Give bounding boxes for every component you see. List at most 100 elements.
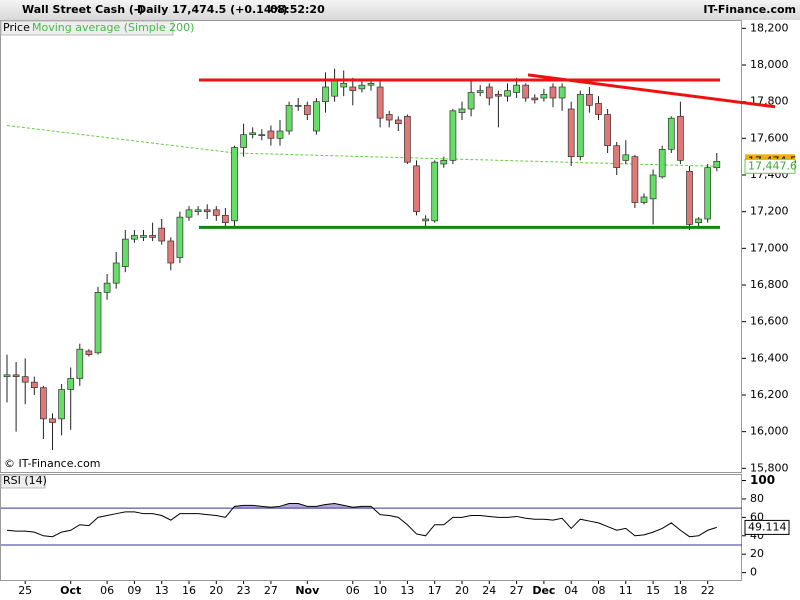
- candle-body: [140, 235, 147, 238]
- x-tick-label: 04: [564, 584, 578, 597]
- candle-body: [476, 90, 484, 93]
- x-tick-label: 20: [455, 584, 469, 597]
- candle-body: [413, 165, 420, 213]
- rsi-name: RSI (14): [3, 474, 47, 487]
- y-tick-label: 16,000: [750, 425, 789, 438]
- rsi-line: [6, 503, 717, 538]
- x-tick-label: Oct: [60, 584, 81, 597]
- candle-body: [613, 145, 621, 169]
- candle-body: [240, 134, 247, 148]
- candle-body: [649, 174, 657, 200]
- candle-body: [376, 86, 384, 119]
- y-tick-label: 15,800: [750, 461, 789, 474]
- rsi-tick-label: 20: [750, 547, 764, 560]
- candle-body: [404, 115, 411, 163]
- candle-body: [185, 209, 193, 218]
- candle-body: [76, 348, 84, 379]
- candle-body: [576, 93, 584, 158]
- candle-body: [303, 104, 311, 115]
- candle-body: [504, 90, 511, 97]
- x-tick-label: 22: [701, 584, 715, 597]
- candle-body: [276, 130, 284, 139]
- candle-body: [604, 114, 611, 147]
- candle-body: [485, 86, 493, 99]
- candle-body: [294, 104, 302, 107]
- candle-body: [431, 161, 439, 222]
- rsi-tick-label: 100: [750, 473, 775, 487]
- candle-body: [495, 93, 502, 97]
- candle-body: [222, 214, 229, 224]
- candle-body: [340, 82, 348, 88]
- candle-body: [458, 108, 466, 114]
- candle-body: [349, 86, 357, 92]
- candle-body: [631, 156, 639, 203]
- candle-body: [149, 235, 156, 238]
- x-tick-label: 06: [100, 584, 114, 597]
- rsi-legend-box: [0, 474, 46, 489]
- y-tick-label: 16,200: [750, 388, 789, 401]
- candle-body: [713, 160, 721, 169]
- candle-body: [258, 134, 266, 137]
- x-tick-label: 11: [619, 584, 633, 597]
- candle-body: [3, 374, 11, 378]
- rsi-tick-label: 0: [750, 566, 757, 579]
- y-tick-label: 18,000: [750, 58, 789, 71]
- candle-body: [422, 218, 429, 222]
- candle-body: [531, 97, 539, 101]
- y-tick-label: 16,800: [750, 278, 789, 291]
- candle-body: [30, 381, 38, 389]
- candle-body: [67, 378, 75, 390]
- title: Wall Street Cash (-): [22, 3, 143, 16]
- candle-body: [513, 84, 520, 93]
- y-tick-label: 18,200: [750, 21, 789, 34]
- candle-body: [167, 240, 175, 264]
- candle-body: [467, 92, 475, 110]
- candle-body: [658, 148, 666, 178]
- candle-body: [103, 282, 111, 293]
- x-tick-label: 09: [127, 584, 141, 597]
- y-tick-label: 17,600: [750, 131, 789, 144]
- rsi-tick-label: 80: [750, 492, 764, 505]
- x-tick-label: 06: [346, 584, 360, 597]
- x-tick-label: 08: [592, 584, 606, 597]
- candle-body: [686, 170, 693, 225]
- candle-body: [203, 209, 211, 213]
- brand: IT-Finance.com: [703, 3, 796, 16]
- candle-body: [695, 218, 702, 224]
- trend-line: [527, 73, 776, 109]
- x-tick-label: Dec: [532, 584, 555, 597]
- ma-box: [744, 158, 796, 174]
- legend-ma: Moving average (Simple 200): [32, 21, 194, 34]
- x-tick-label: 27: [264, 584, 278, 597]
- x-tick-label: 23: [237, 584, 251, 597]
- candle-body: [285, 104, 293, 132]
- rsi-box: [744, 519, 790, 535]
- candle-body: [12, 374, 20, 378]
- header-bar: [0, 0, 800, 20]
- candle-body: [231, 147, 238, 222]
- candle-body: [58, 389, 65, 420]
- x-tick-label: 13: [155, 584, 169, 597]
- x-tick-label: 13: [400, 584, 414, 597]
- candle-body: [112, 262, 120, 284]
- candle-body: [21, 376, 29, 383]
- rsi-value-label: 49.114: [748, 520, 787, 533]
- candle-body: [358, 84, 366, 90]
- x-tick-label: 24: [482, 584, 496, 597]
- ma-label: 17,447.6: [748, 159, 797, 172]
- x-tick-label: 15: [646, 584, 660, 597]
- candle-body: [121, 238, 129, 268]
- period: Daily: [137, 3, 168, 16]
- legend-price: Price: [3, 21, 30, 34]
- x-tick-label: 20: [209, 584, 223, 597]
- candle-body: [212, 209, 220, 216]
- candle-body: [85, 350, 93, 356]
- candle-body: [677, 115, 684, 161]
- y-tick-label: 16,400: [750, 351, 789, 364]
- x-tick-label: 17: [428, 584, 442, 597]
- y-tick-label: 16,600: [750, 315, 789, 328]
- candle-body: [267, 130, 275, 139]
- candle-body: [567, 108, 575, 158]
